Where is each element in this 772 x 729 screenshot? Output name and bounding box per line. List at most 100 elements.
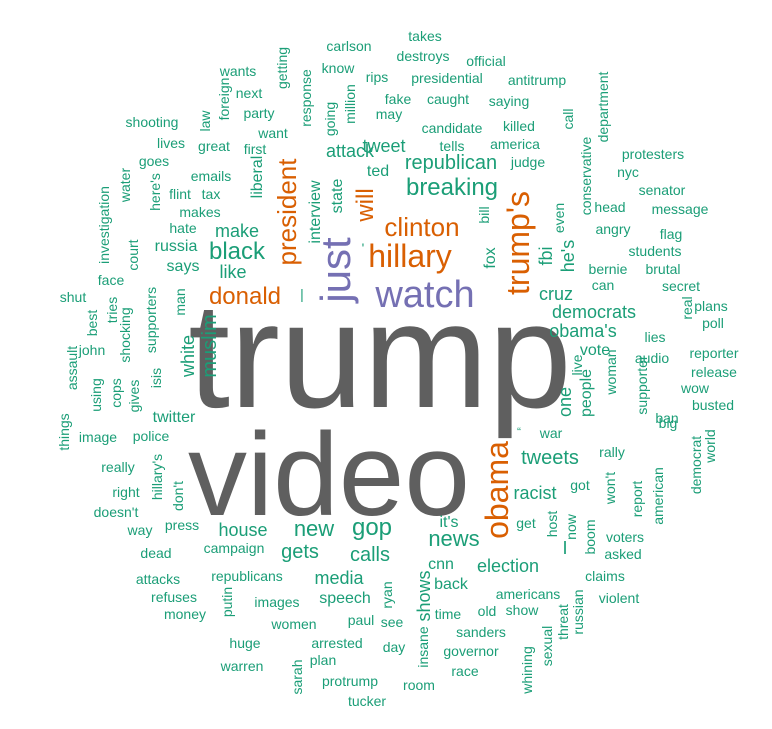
word-american: american <box>650 467 666 525</box>
word-got: got <box>570 477 590 493</box>
word-shocking: shocking <box>117 307 133 363</box>
word-nyc: nyc <box>617 164 639 180</box>
word-whining: whining <box>519 646 535 694</box>
word-investigation: investigation <box>96 186 112 264</box>
word-man: man <box>172 288 188 316</box>
word-back: back <box>434 576 468 593</box>
word-carlson: carlson <box>326 38 372 54</box>
word-caught: caught <box>426 91 470 107</box>
word-report: report <box>629 480 645 518</box>
word-host: host <box>544 510 560 538</box>
word-trump: trump <box>188 271 572 439</box>
word-flag: flag <box>659 226 683 242</box>
word-protesters: protesters <box>621 146 685 162</box>
word-muslim: muslim <box>199 314 221 378</box>
word-saying: saying <box>488 93 530 109</box>
word-next: next <box>235 85 263 101</box>
word-like: like <box>219 262 247 282</box>
word-can: can <box>591 277 615 293</box>
word-release: release <box>691 364 737 380</box>
word-john: john <box>78 342 106 358</box>
word-cnn: cnn <box>428 556 454 573</box>
word-speech: speech <box>319 590 371 607</box>
word-tweets: tweets <box>521 447 579 469</box>
word-black: black <box>208 238 266 265</box>
word-house: house <box>218 520 268 540</box>
word-cops: cops <box>108 378 124 408</box>
word-campaign: campaign <box>203 540 265 556</box>
word-shooting: shooting <box>125 114 179 130</box>
word-tucker: tucker <box>347 693 387 709</box>
word-students: students <box>628 243 682 259</box>
word-it-s: it's <box>439 514 459 531</box>
word-great: great <box>198 138 230 154</box>
word-old: old <box>477 603 497 619</box>
word-make: make <box>214 221 260 241</box>
word-bernie: bernie <box>588 261 628 277</box>
word-flint: flint <box>169 186 191 202</box>
word-just: just <box>312 237 359 303</box>
word-million: million <box>342 84 358 124</box>
word-obama: obama <box>479 441 515 539</box>
word-threat: threat <box>555 604 571 640</box>
word-face: face <box>97 272 125 288</box>
word-brutal: brutal <box>645 261 681 277</box>
word-rips: rips <box>365 69 389 85</box>
word-room: room <box>403 677 435 693</box>
word-glyph-196: ' <box>361 240 365 256</box>
word-ted: ted <box>366 163 390 180</box>
word-war: war <box>539 425 563 441</box>
word-using: using <box>88 378 104 412</box>
word-gop: gop <box>351 514 393 541</box>
word-media: media <box>314 568 364 588</box>
word-fox: fox <box>482 247 499 269</box>
word-claims: claims <box>585 568 625 584</box>
word-want: want <box>258 125 288 141</box>
word-know: know <box>321 60 355 76</box>
word-big: big <box>658 415 678 431</box>
word-hate: hate <box>169 220 197 236</box>
word-democrat: democrat <box>688 435 704 495</box>
word-huge: huge <box>229 635 261 651</box>
word-shut: shut <box>59 289 87 305</box>
word-russian: russian <box>570 589 586 635</box>
word-arrested: arrested <box>311 635 363 651</box>
word-first: first <box>243 141 267 157</box>
word-real: real <box>679 296 695 320</box>
word-glyph-198: | <box>300 286 304 302</box>
word-video: video <box>187 409 471 541</box>
word-here-s: here's <box>147 173 163 211</box>
word-he-s: he's <box>558 239 578 273</box>
word-one: one <box>555 386 575 418</box>
word-lives: lives <box>156 135 186 151</box>
word-gets: gets <box>281 541 319 563</box>
word-now: now <box>563 514 579 540</box>
word-press: press <box>164 517 200 533</box>
word-sarah: sarah <box>289 659 305 695</box>
word-calls: calls <box>349 544 391 566</box>
word-lies: lies <box>644 329 666 345</box>
word-really: really <box>101 459 135 475</box>
word-plan: plan <box>309 652 337 668</box>
word-warren: warren <box>220 658 264 674</box>
word-governor: governor <box>443 643 499 659</box>
word-woman: woman <box>603 349 619 395</box>
word-getting: getting <box>274 46 290 90</box>
word-ryan: ryan <box>379 581 395 609</box>
word-cruz: cruz <box>538 284 574 304</box>
word-twitter: twitter <box>152 409 196 426</box>
word-don-t: don't <box>170 481 186 511</box>
word-may: may <box>375 106 403 122</box>
word-law: law <box>197 110 213 132</box>
word-clinton: clinton <box>384 212 460 242</box>
word-foreign: foreign <box>216 77 232 121</box>
word-women: women <box>271 616 317 632</box>
word-attack: attack <box>325 141 375 161</box>
word-won-t: won't <box>602 471 618 505</box>
word-says: says <box>166 258 200 275</box>
word-violent: violent <box>598 590 640 606</box>
word-going: going <box>322 101 338 137</box>
word-way: way <box>127 522 153 538</box>
word-election: election <box>476 556 540 576</box>
word-supporters: supporters <box>143 286 159 354</box>
